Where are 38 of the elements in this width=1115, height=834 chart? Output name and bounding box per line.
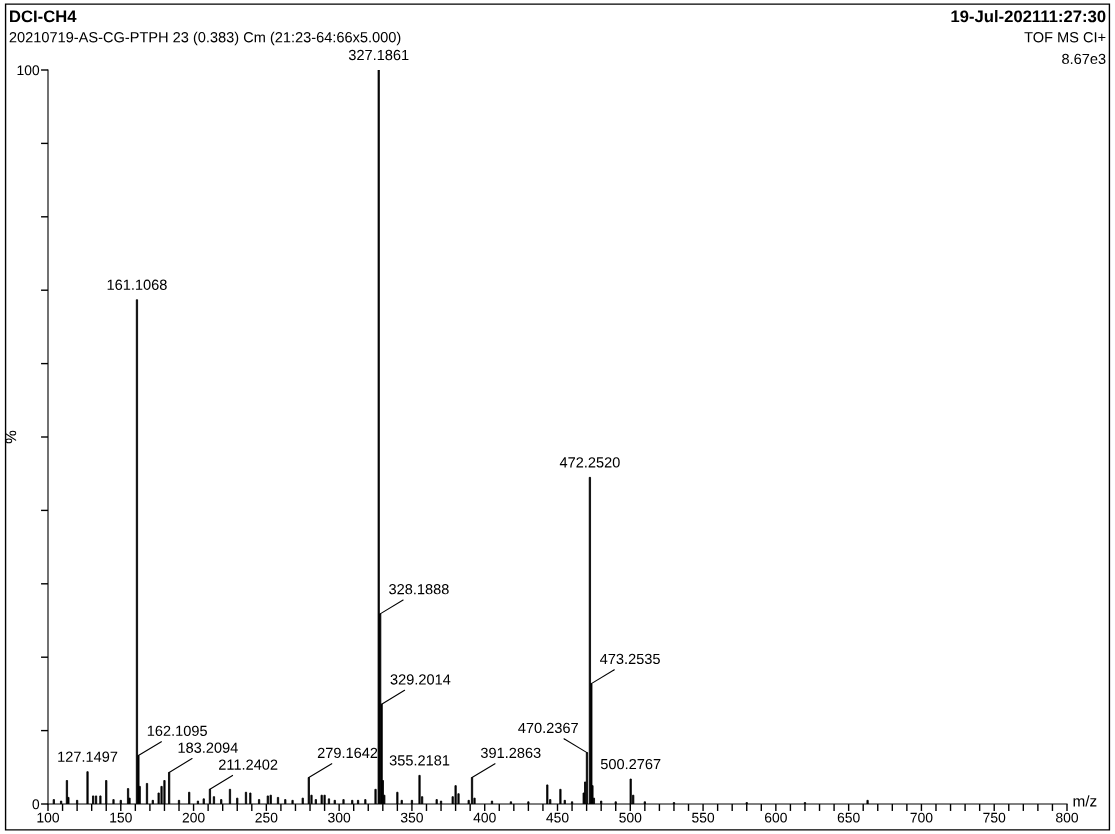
annotation: 328.1888 bbox=[389, 584, 449, 595]
x-tick-label: 150 bbox=[110, 812, 132, 823]
x-tick-label: 100 bbox=[37, 812, 60, 823]
chart-subtitle: 20210719-AS-CG-PTPH 23 (0.383) Cm (21:23-64:66x5.000) bbox=[9, 31, 401, 46]
annotation: 279.1642 bbox=[317, 747, 378, 759]
annotation: 391.2863 bbox=[480, 747, 541, 759]
text: 19-Jul-202111:27:30 bbox=[951, 10, 1106, 23]
x-tick-label: 550 bbox=[692, 812, 715, 823]
chart-title: DCI-CH4 bbox=[10, 10, 77, 23]
x-tick-label: 650 bbox=[837, 812, 860, 823]
x-tick-label: 400 bbox=[473, 812, 496, 823]
annotation: 127.1497 bbox=[58, 751, 118, 762]
annotation: 162.1095 bbox=[147, 725, 207, 737]
annotation: 327.1861 bbox=[348, 49, 409, 61]
y-axis-title: % bbox=[5, 430, 17, 444]
x-axis-title: m/z bbox=[1073, 795, 1097, 807]
x-tick-label: 500 bbox=[619, 812, 642, 823]
annotation: 472.2520 bbox=[559, 457, 620, 468]
annotation: 161.1068 bbox=[107, 279, 167, 290]
x-tick-label: 250 bbox=[255, 812, 278, 823]
x-tick-label: 300 bbox=[328, 812, 351, 823]
text: TOF MS CI+ bbox=[1024, 32, 1106, 43]
y-tick-label: 0 bbox=[32, 799, 40, 810]
x-tick-label: 600 bbox=[764, 812, 787, 823]
x-tick-label: 700 bbox=[910, 812, 933, 823]
x-tick-label: 350 bbox=[400, 812, 423, 823]
x-tick-label: 750 bbox=[983, 812, 1006, 823]
annotation: 329.2014 bbox=[390, 674, 451, 685]
annotation: 470.2367 bbox=[518, 722, 578, 734]
annotation: 500.2767 bbox=[600, 758, 661, 770]
x-tick-label: 200 bbox=[182, 812, 205, 823]
x-tick-label: 450 bbox=[546, 812, 569, 823]
annotation: 355.2181 bbox=[389, 755, 450, 766]
annotation: 211.2402 bbox=[219, 759, 278, 770]
annotation: 183.2094 bbox=[178, 742, 238, 753]
text: 8.67e3 bbox=[1062, 53, 1106, 65]
x-tick-label: 800 bbox=[1056, 812, 1079, 823]
annotation: 473.2535 bbox=[600, 653, 660, 665]
